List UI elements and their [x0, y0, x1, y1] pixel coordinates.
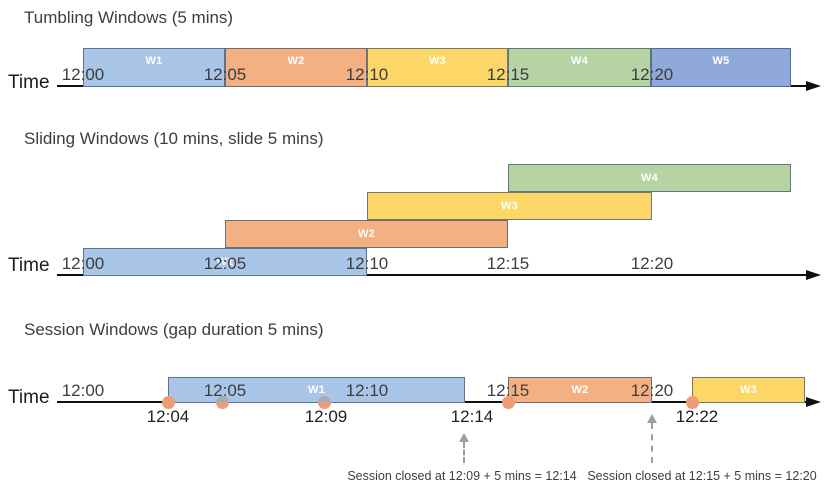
sliding-window-w1: W1	[83, 248, 367, 276]
tick-label: 12:05	[203, 65, 247, 84]
session-close-time-label: 12:14	[450, 407, 494, 426]
sliding-time-axis-label: Time	[8, 255, 50, 276]
tumbling-time-axis-label: Time	[8, 72, 50, 93]
window-label: W2	[571, 384, 589, 396]
session-close-arrowhead-icon	[647, 414, 657, 423]
tick-label: 12:00	[61, 254, 105, 273]
tick-label: 12:15	[486, 65, 530, 84]
window-label: W1	[145, 55, 163, 67]
event-dot	[502, 396, 515, 409]
sliding-title: Sliding Windows (10 mins, slide 5 mins)	[24, 129, 324, 148]
session-close-arrowhead-icon	[459, 433, 469, 442]
tumbling-window-w3: W3	[367, 48, 508, 87]
window-label: W4	[640, 172, 659, 184]
session-window-w2: W2	[508, 377, 652, 403]
tumbling-window-w2: W2	[225, 48, 367, 87]
session-close-arrow	[651, 423, 653, 463]
event-dot	[216, 396, 229, 409]
tick-label: 12:05	[203, 254, 247, 273]
tumbling-window-w1: W1	[83, 48, 225, 87]
session-title: Session Windows (gap duration 5 mins)	[24, 320, 324, 339]
tick-label: 12:10	[345, 65, 389, 84]
tick-label: 12:10	[345, 254, 389, 273]
window-label: W2	[287, 55, 305, 67]
tick-label: 12:20	[630, 254, 674, 273]
session-close-annotation: Session closed at 12:09 + 5 mins = 12:14	[347, 469, 577, 483]
sliding-window-w4: W4	[508, 164, 791, 192]
window-label: W3	[500, 200, 519, 212]
tick-label: 12:05	[203, 381, 247, 400]
tick-label: 12:20	[630, 381, 674, 400]
tick-label: 12:15	[486, 254, 530, 273]
session-close-arrow	[463, 442, 465, 463]
tick-label: 12:10	[345, 381, 389, 400]
sliding-axis-arrowhead-icon	[806, 270, 821, 280]
tick-label: 12:20	[630, 65, 674, 84]
sliding-axis-line	[57, 274, 806, 276]
tick-label: 12:00	[61, 381, 105, 400]
sliding-window-w3: W3	[367, 192, 652, 220]
tumbling-axis-arrowhead-icon	[806, 81, 821, 91]
event-dot	[318, 396, 331, 409]
window-label: W1	[307, 384, 326, 396]
window-label: W4	[570, 55, 589, 67]
event-time-label: 12:22	[675, 407, 719, 426]
tumbling-window-w4: W4	[508, 48, 651, 87]
session-axis-arrowhead-icon	[806, 397, 821, 407]
event-time-label: 12:09	[304, 407, 348, 426]
session-time-axis-label: Time	[8, 387, 50, 408]
event-dot	[162, 396, 175, 409]
event-time-label: 12:04	[146, 407, 190, 426]
tumbling-title: Tumbling Windows (5 mins)	[24, 8, 234, 27]
session-window-w3: W3	[692, 377, 805, 403]
tumbling-window-w5: W5	[651, 48, 791, 87]
tick-label: 12:15	[486, 381, 530, 400]
window-label: W1	[216, 256, 234, 268]
window-label: W3	[428, 55, 447, 67]
tick-label: 12:00	[61, 65, 105, 84]
sliding-window-w2: W2	[225, 220, 508, 248]
session-close-annotation: Session closed at 12:15 + 5 mins = 12:20	[587, 469, 817, 483]
window-label: W5	[712, 55, 730, 67]
window-label: W2	[357, 228, 376, 240]
window-label: W3	[739, 384, 758, 396]
event-dot	[686, 396, 699, 409]
